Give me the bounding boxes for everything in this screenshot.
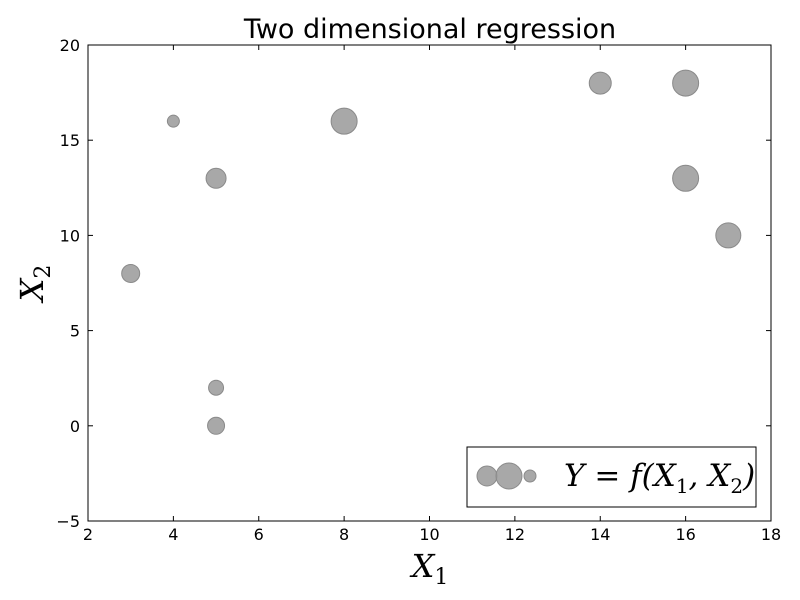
legend-marker-2 <box>495 462 523 490</box>
legend-label-part: (X <box>642 458 678 494</box>
legend-label-part: = <box>584 458 630 494</box>
y-tick-label: 0 <box>70 417 80 436</box>
y-tick-label: −5 <box>56 512 80 531</box>
y-axis-label-subscript: 2 <box>31 265 56 279</box>
legend-marker-3 <box>523 469 537 483</box>
x-axis-label-base: X <box>409 547 436 585</box>
x-tick-label: 4 <box>168 525 178 544</box>
data-point-7 <box>588 71 612 95</box>
y-tick-label: 20 <box>60 36 80 55</box>
legend-label-subscript: 1 <box>676 474 689 498</box>
y-axis-ticks: −5 0 5 10 15 20 <box>56 36 771 531</box>
legend-label-part: Y <box>564 458 587 494</box>
x-axis-label: X1 <box>409 547 449 590</box>
legend: Y = f(X1, X2) <box>466 446 757 508</box>
chart-title: Two dimensional regression <box>243 14 616 45</box>
y-tick-label: 5 <box>70 322 80 341</box>
data-point-8 <box>672 69 700 97</box>
x-tick-label: 12 <box>505 525 525 544</box>
legend-markers <box>476 462 537 490</box>
legend-marker-1 <box>476 465 498 487</box>
data-point-2 <box>166 114 180 128</box>
data-point-3 <box>205 167 227 189</box>
x-tick-label: 18 <box>761 525 781 544</box>
y-axis-label: X2 <box>13 265 56 305</box>
data-point-1 <box>121 263 141 283</box>
data-point-9 <box>672 164 700 192</box>
data-points <box>121 69 742 435</box>
data-point-5 <box>207 416 226 435</box>
x-tick-label: 8 <box>339 525 349 544</box>
data-point-6 <box>330 107 358 135</box>
x-tick-label: 14 <box>590 525 610 544</box>
x-axis-ticks: 2 4 6 8 10 12 14 16 18 <box>83 45 781 544</box>
x-tick-label: 6 <box>254 525 264 544</box>
legend-label-part: ) <box>742 458 755 494</box>
legend-label-subscript: 2 <box>730 474 743 498</box>
x-tick-label: 10 <box>419 525 439 544</box>
y-tick-label: 10 <box>60 226 80 245</box>
x-tick-label: 2 <box>83 525 93 544</box>
x-axis-label-subscript: 1 <box>434 565 448 590</box>
y-axis-label-base: X <box>13 277 51 304</box>
x-tick-label: 16 <box>675 525 695 544</box>
data-point-4 <box>208 379 225 396</box>
data-point-10 <box>715 222 742 249</box>
legend-label: Y = f(X1, X2) <box>564 458 755 498</box>
y-tick-label: 15 <box>60 131 80 150</box>
legend-label-part: , X <box>689 458 733 494</box>
